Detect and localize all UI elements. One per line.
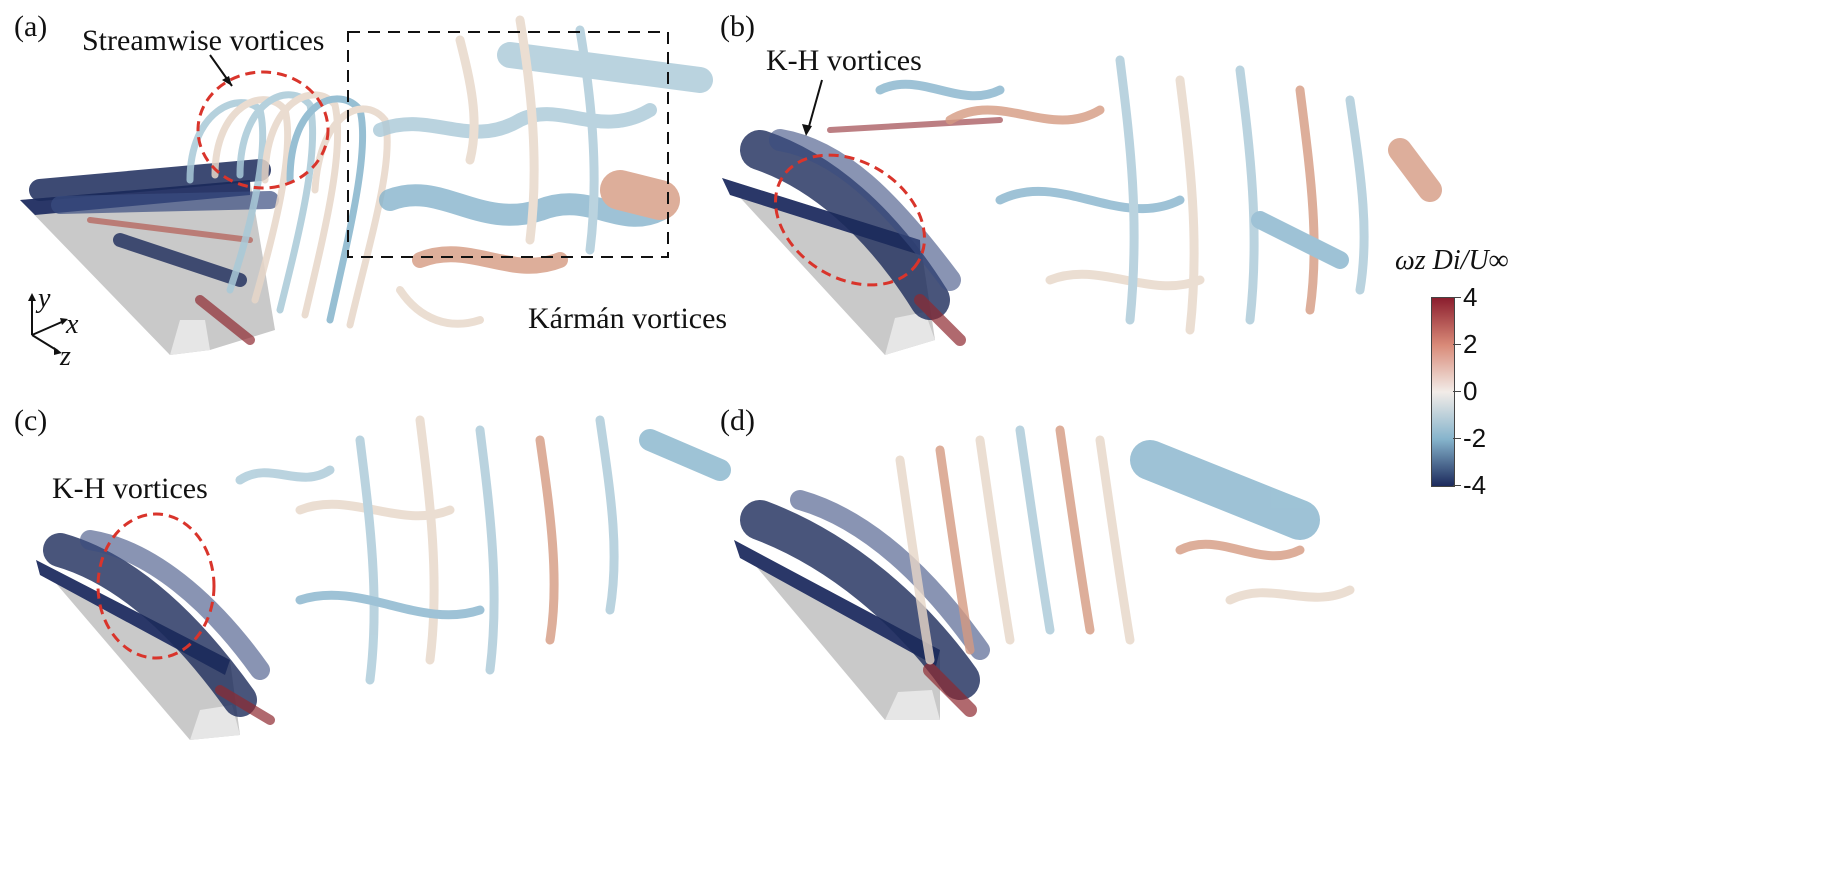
axes-triad-arrows — [28, 293, 68, 355]
panel-a-vortex-render — [20, 15, 713, 355]
panel-a-label: (a) — [14, 10, 48, 43]
panel-d-label: (d) — [720, 404, 755, 437]
colorbar-tick-mark — [1453, 297, 1461, 298]
karman-highlight-box — [347, 31, 669, 258]
wake-vortices-b — [875, 55, 1442, 335]
colorbar-tick-label: 4 — [1463, 282, 1478, 312]
panel-b-vortex-render — [722, 55, 1442, 355]
axis-y-label: y — [38, 283, 51, 314]
axis-x-label: x — [66, 309, 79, 340]
colorbar-tick-mark — [1453, 438, 1461, 439]
karman-wake-a — [373, 15, 713, 328]
kh-highlight-ellipse-b — [774, 153, 926, 287]
panel-b: (b) K-H vortices — [700, 0, 1460, 400]
karman-vortices-label: Kármán vortices — [528, 302, 728, 335]
panel-c-vortex-render — [36, 415, 731, 740]
axes-triad: y x z — [20, 283, 100, 371]
dense-vortices-d — [740, 490, 990, 717]
panel-c-label: (c) — [14, 404, 48, 437]
dense-vortices-a — [29, 159, 279, 345]
panel-b-label: (b) — [720, 10, 755, 43]
cylinder-d — [734, 540, 940, 720]
panel-d: (d) — [700, 400, 1400, 760]
kh-vortices-label-b: K-H vortices — [766, 44, 922, 77]
colorbar-tick-mark — [1453, 344, 1461, 345]
kh-highlight-ellipse-c — [96, 512, 216, 660]
streamwise-highlight-ellipse — [196, 70, 330, 190]
dense-vortices-c — [43, 530, 275, 725]
colorbar-gradient — [1431, 297, 1455, 487]
panel-c: (c) K-H vortices — [0, 400, 800, 760]
colorbar-tick-label: 0 — [1463, 376, 1478, 406]
kh-vortices-label-c: K-H vortices — [52, 472, 208, 505]
wake-vortices-c — [235, 415, 731, 685]
dense-vortices-b — [740, 117, 1003, 346]
colorbar-tick-mark — [1453, 485, 1461, 486]
colorbar-tick-label: 2 — [1463, 329, 1478, 359]
panel-a: (a) — [0, 0, 880, 400]
axis-z-label: z — [60, 341, 71, 372]
streamwise-vortex-loops-a — [186, 91, 391, 329]
colorbar-tick-label: -4 — [1463, 470, 1487, 500]
colorbar: ωz Di/U∞ 4 2 0 -2 -4 — [1395, 245, 1525, 505]
colorbar-tick-label: -2 — [1463, 423, 1487, 453]
colorbar-title: ωz Di/U∞ — [1395, 245, 1509, 276]
streamwise-vortices-label: Streamwise vortices — [82, 24, 325, 57]
wake-vortices-d — [895, 425, 1355, 665]
panel-d-vortex-render — [734, 425, 1355, 720]
colorbar-tick-mark — [1453, 391, 1461, 392]
